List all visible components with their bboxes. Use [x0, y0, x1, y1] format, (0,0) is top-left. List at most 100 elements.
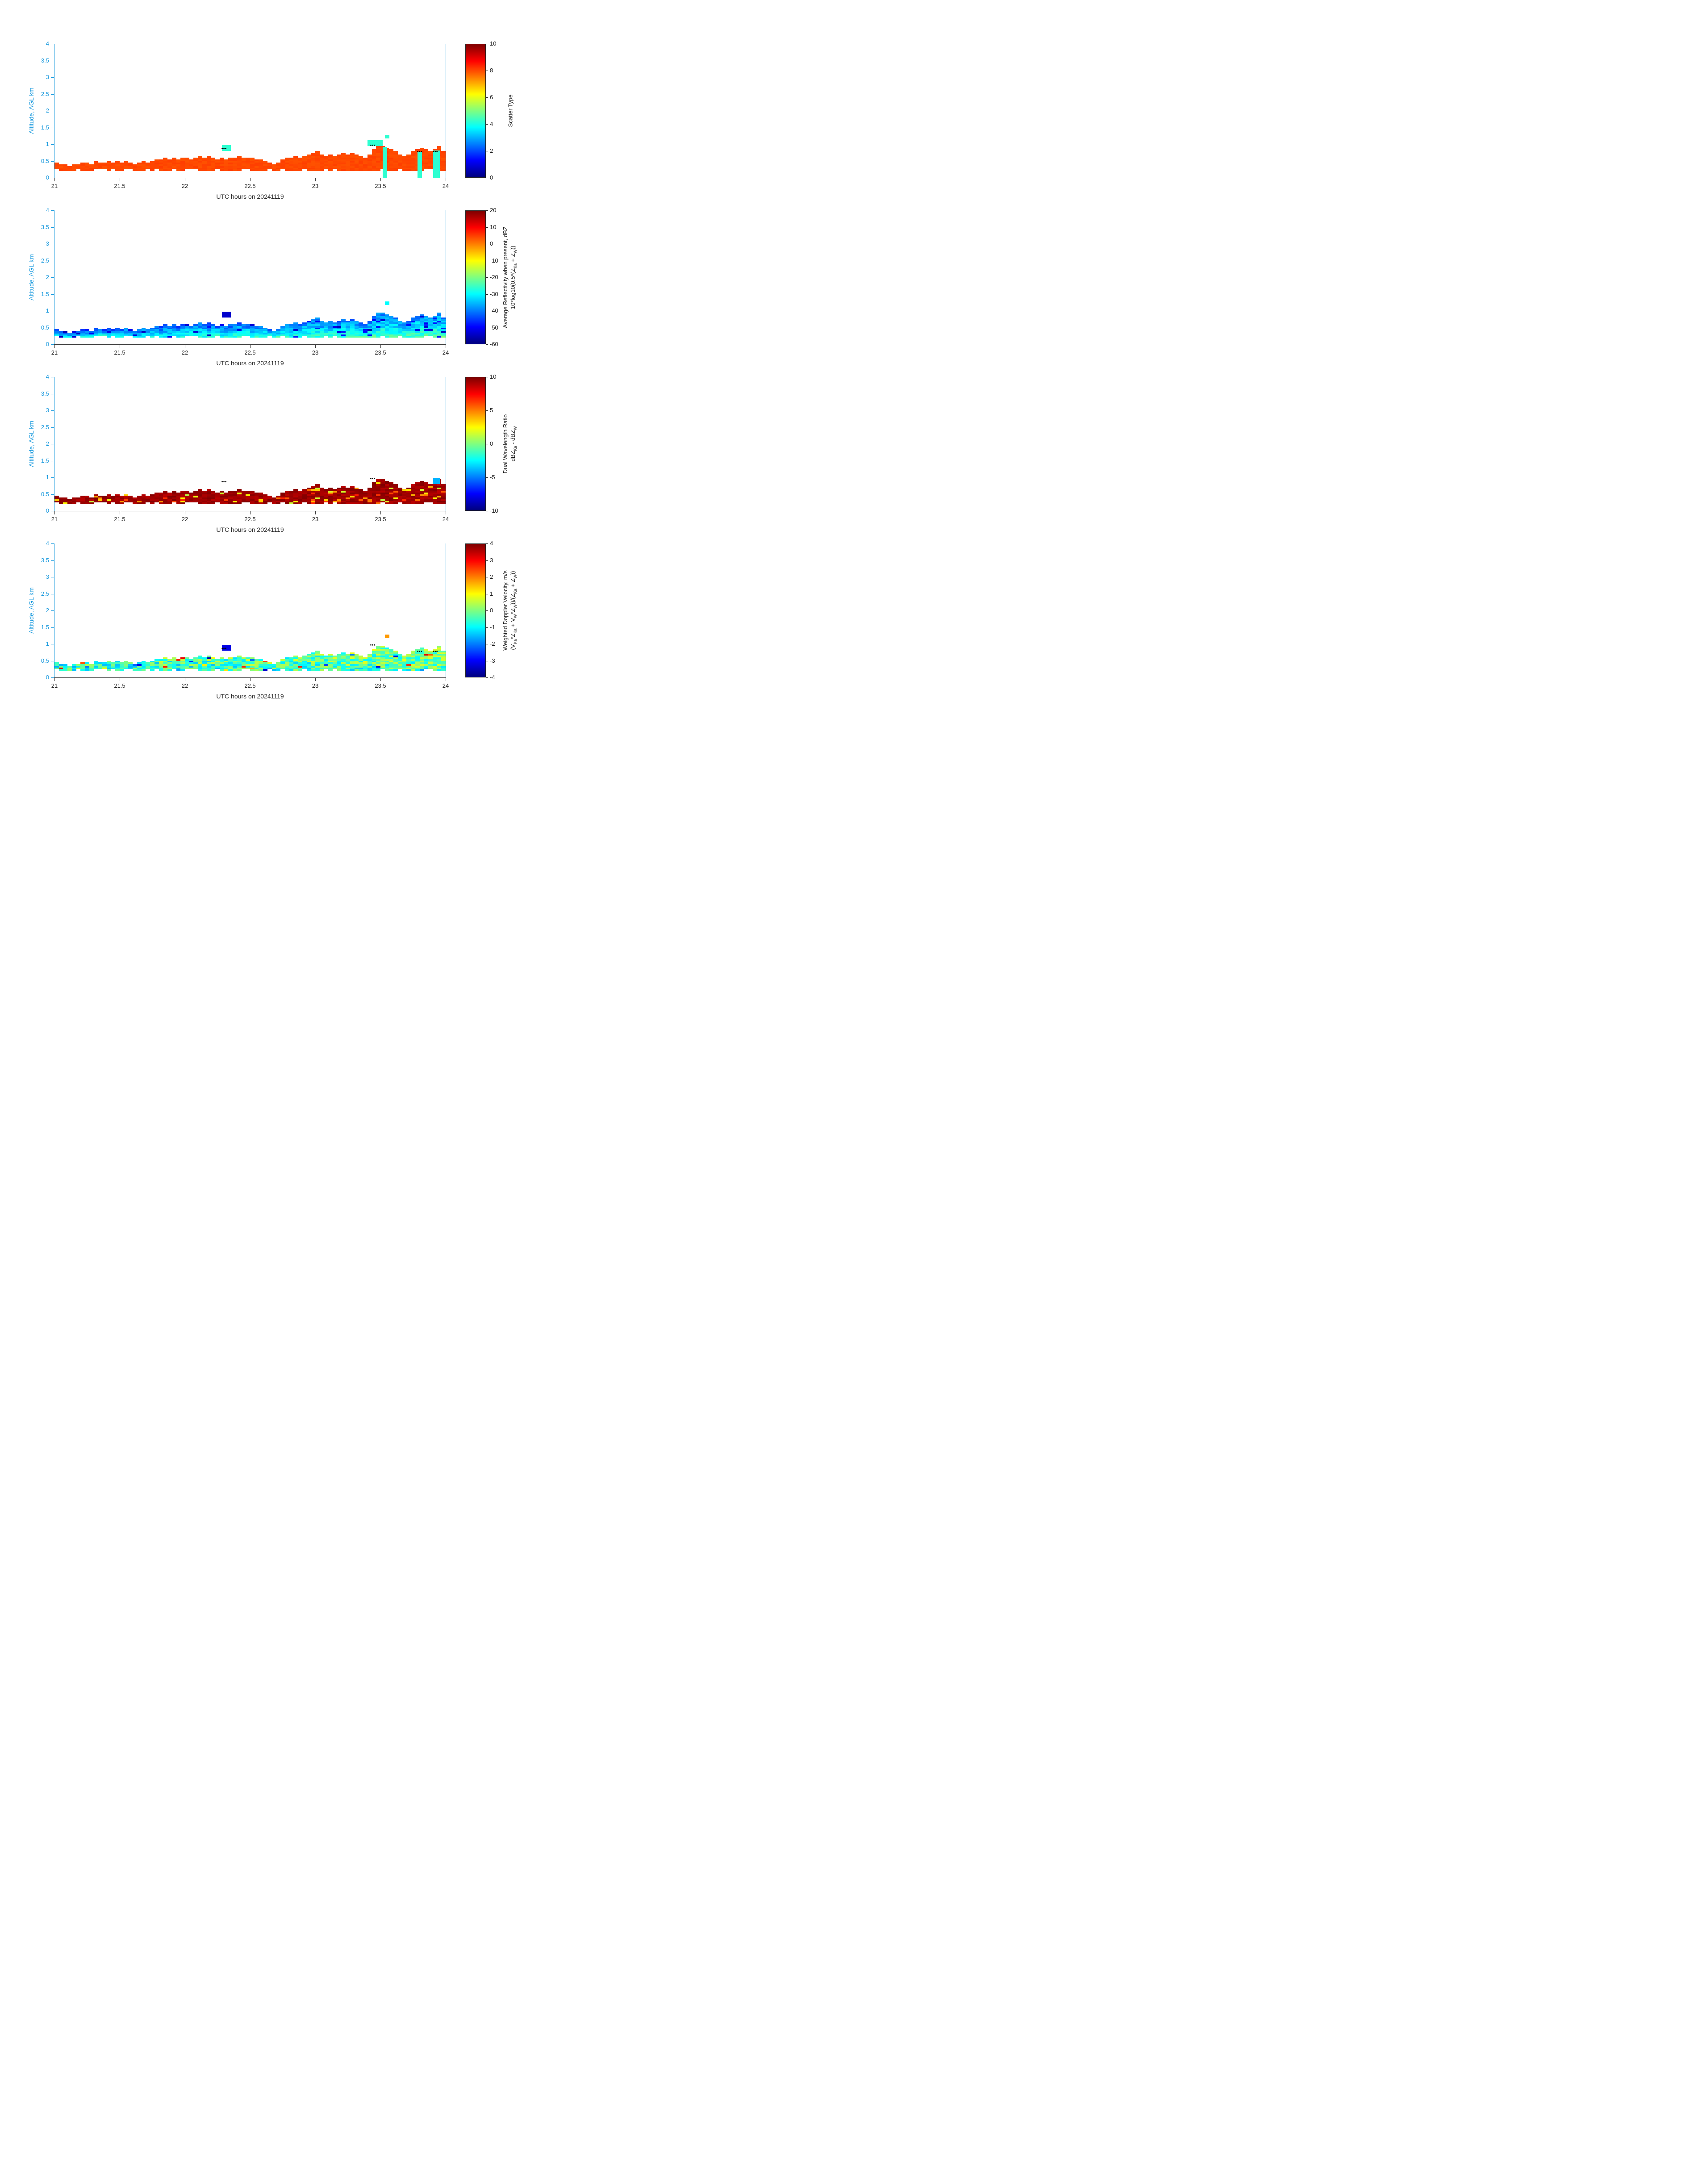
x-axis-line: [54, 677, 446, 678]
y-tick: [51, 277, 54, 278]
y-tick-label: 3: [46, 74, 49, 80]
x-tick: [315, 345, 316, 348]
y-tick-label: 2: [46, 274, 49, 280]
y-tick-label: 1: [46, 307, 49, 314]
colorbar-tick-label: 1: [490, 590, 493, 597]
y-tick: [51, 77, 54, 78]
y-tick-label: 0: [46, 507, 49, 514]
colorbar-tick-label: -1: [490, 624, 495, 631]
x-tick: [315, 678, 316, 681]
colorbar-tick-label: -10: [490, 257, 498, 264]
y-tick: [51, 410, 54, 411]
colorbar-gradient: [466, 211, 485, 344]
x-axis-line: [54, 344, 446, 345]
colorbar-gradient: [466, 377, 485, 510]
x-tick: [54, 345, 55, 348]
x-tick-label: 23: [312, 516, 319, 522]
colorbar-gradient: [466, 44, 485, 177]
colorbar-tick-label: -2: [490, 640, 495, 647]
y-tick: [51, 543, 54, 544]
colorbar-tick: [486, 294, 488, 295]
y-tick-label: 1: [46, 141, 49, 147]
colorbar-tick: [486, 610, 488, 611]
colorbar-tick: [486, 477, 488, 478]
y-tick-label: 0: [46, 674, 49, 681]
heatmap-canvas: [54, 210, 446, 344]
heatmap-canvas: [54, 543, 446, 677]
x-tick: [380, 345, 381, 348]
y-tick-label: 4: [46, 373, 49, 380]
panel-scatter-type: Altitude, AGL km UTC hours on 20241119 S…: [0, 40, 569, 210]
colorbar-tick-label: -4: [490, 674, 495, 681]
y-tick: [51, 477, 54, 478]
x-tick: [380, 678, 381, 681]
x-tick-label: 24: [442, 682, 449, 689]
x-tick-label: 22: [181, 682, 188, 689]
panel-dual-wavelength-ratio: Altitude, AGL km UTC hours on 20241119 D…: [0, 373, 569, 543]
y-tick-label: 0.5: [41, 491, 49, 497]
x-tick-label: 21.5: [114, 682, 125, 689]
y-tick-label: 2.5: [41, 590, 49, 597]
x-tick-label: 21: [51, 183, 58, 189]
y-tick-label: 2.5: [41, 257, 49, 264]
heatmap-canvas: [54, 44, 446, 178]
x-tick-label: 21: [51, 349, 58, 356]
x-tick-label: 24: [442, 349, 449, 356]
y-tick-label: 2: [46, 440, 49, 447]
colorbar: [465, 377, 486, 511]
x-tick-label: 23: [312, 682, 319, 689]
colorbar-tick-label: 8: [490, 67, 493, 74]
x-tick: [54, 511, 55, 514]
x-tick-label: 21: [51, 682, 58, 689]
y-tick-label: 3.5: [41, 224, 49, 230]
colorbar-tick-label: 3: [490, 557, 493, 564]
colorbar-tick-label: 0: [490, 240, 493, 247]
x-axis-label: UTC hours on 20241119: [216, 359, 284, 367]
colorbar-tick-label: 0: [490, 440, 493, 447]
x-tick-label: 22: [181, 516, 188, 522]
y-tick-label: 3: [46, 407, 49, 414]
y-tick-label: 4: [46, 207, 49, 213]
colorbar-tick-label: 6: [490, 94, 493, 100]
x-tick: [54, 178, 55, 181]
y-tick: [51, 294, 54, 295]
y-tick: [51, 627, 54, 628]
colorbar-tick: [486, 210, 488, 211]
x-tick-label: 22.5: [244, 516, 256, 522]
y-tick-label: 2.5: [41, 91, 49, 97]
panel-weighted-doppler-velocity: Altitude, AGL km UTC hours on 20241119 W…: [0, 540, 569, 710]
panel-average-reflectivity: Altitude, AGL km UTC hours on 20241119 A…: [0, 207, 569, 377]
colorbar-tick-label: 20: [490, 207, 497, 213]
heatmap-canvas: [54, 377, 446, 511]
y-tick-label: 0.5: [41, 158, 49, 164]
colorbar-tick: [486, 410, 488, 411]
x-tick-label: 23: [312, 349, 319, 356]
y-tick-label: 1.5: [41, 291, 49, 297]
x-tick: [315, 511, 316, 514]
x-tick-label: 22.5: [244, 682, 256, 689]
y-tick-label: 2: [46, 607, 49, 614]
x-tick: [315, 178, 316, 181]
y-tick-label: 2.5: [41, 424, 49, 430]
colorbar-tick: [486, 560, 488, 561]
colorbar-tick: [486, 124, 488, 125]
colorbar-tick-label: 0: [490, 607, 493, 614]
colorbar-tick-label: 0: [490, 174, 493, 181]
x-tick-label: 23.5: [375, 183, 386, 189]
y-tick-label: 3.5: [41, 557, 49, 564]
colorbar-tick-label: 2: [490, 573, 493, 580]
y-tick-label: 3.5: [41, 390, 49, 397]
colorbar-tick-label: -5: [490, 474, 495, 481]
colorbar-tick-label: 10: [490, 373, 497, 380]
x-tick-label: 23.5: [375, 682, 386, 689]
colorbar-tick: [486, 543, 488, 544]
x-tick: [380, 511, 381, 514]
x-tick-label: 24: [442, 183, 449, 189]
colorbar: [465, 543, 486, 677]
y-tick: [51, 677, 54, 678]
colorbar-tick-label: -10: [490, 507, 498, 514]
x-tick-label: 23: [312, 183, 319, 189]
y-tick-label: 1.5: [41, 624, 49, 631]
x-tick: [250, 511, 251, 514]
x-tick: [250, 178, 251, 181]
